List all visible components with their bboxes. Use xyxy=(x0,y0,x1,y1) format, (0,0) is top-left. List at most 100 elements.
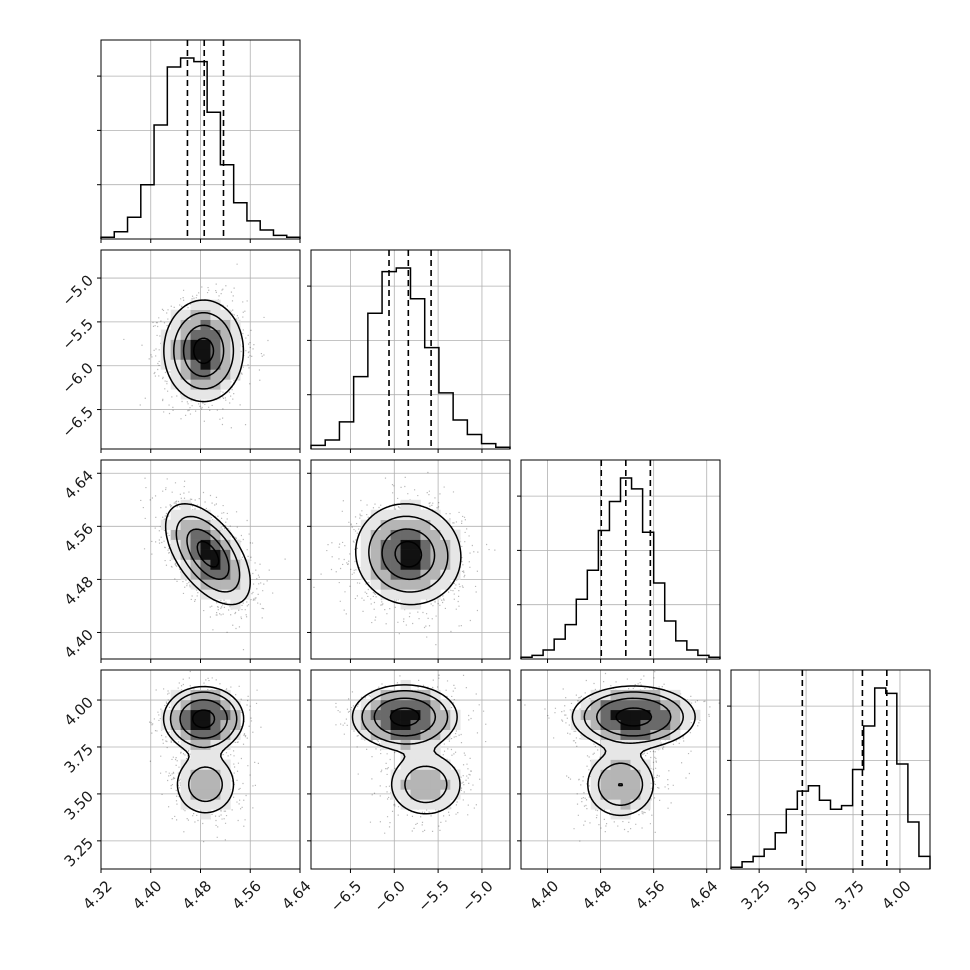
density-panel-r2-c0 xyxy=(97,459,301,663)
density-cell xyxy=(210,759,221,770)
density-cell xyxy=(220,359,231,370)
density-cell xyxy=(180,379,191,390)
x-tick-label: 4.48 xyxy=(179,877,215,913)
density-cell xyxy=(190,379,201,390)
density-cell xyxy=(410,699,421,711)
hist-panel-2 xyxy=(307,249,511,453)
density-cell xyxy=(430,569,441,580)
density-cell xyxy=(390,539,401,550)
density-cell xyxy=(660,699,671,711)
density-cell xyxy=(380,709,391,721)
contour-level-1 xyxy=(196,540,220,568)
density-cell xyxy=(220,589,231,600)
density-cell xyxy=(400,759,411,770)
contour-level-2 xyxy=(596,697,672,787)
density-cell xyxy=(420,709,431,721)
axes-frame xyxy=(520,459,721,660)
density-cell xyxy=(190,799,201,810)
density-cell xyxy=(430,559,441,570)
density-cell xyxy=(210,559,221,570)
x-tick-label: 3.75 xyxy=(831,877,867,913)
density-cell xyxy=(210,699,221,711)
density-cell xyxy=(640,719,651,730)
density-cell xyxy=(440,769,451,780)
density-cell xyxy=(390,529,401,540)
density-cell xyxy=(410,789,421,800)
density-cell xyxy=(620,739,631,750)
density-cell xyxy=(390,689,401,701)
density-cell xyxy=(420,579,431,590)
density-cell xyxy=(410,719,421,730)
x-tick-label: 4.48 xyxy=(579,877,615,913)
density-cell xyxy=(200,519,211,530)
contour-level-2 xyxy=(186,528,230,580)
density-cell xyxy=(450,549,461,560)
density-cell xyxy=(230,369,241,380)
density-cell xyxy=(420,509,431,520)
x-tick-label: −6.0 xyxy=(371,877,409,915)
density-cell xyxy=(420,699,431,711)
density-cell xyxy=(610,699,621,711)
density-cell xyxy=(620,749,631,760)
density-panel-r3-c1 xyxy=(307,669,511,873)
contour-level-3 xyxy=(169,691,238,803)
density-cell xyxy=(200,309,211,320)
density-cell xyxy=(420,559,431,570)
histogram-step xyxy=(520,477,721,659)
density-cell xyxy=(370,509,381,520)
density-cell xyxy=(210,389,221,400)
density-cell xyxy=(440,759,451,770)
density-cell xyxy=(600,759,611,770)
density-cell xyxy=(180,769,191,780)
density-cell xyxy=(650,699,661,711)
contour-level-4 xyxy=(163,299,245,403)
density-cell xyxy=(230,559,241,570)
density-cell xyxy=(600,779,611,790)
density-cell xyxy=(390,779,401,790)
hist-panel-3 xyxy=(517,459,721,663)
density-cell xyxy=(400,779,411,790)
density-cell xyxy=(620,769,631,780)
density-cell xyxy=(390,739,401,750)
density-cell xyxy=(210,529,221,540)
density-cell xyxy=(590,779,601,790)
density-cell xyxy=(410,759,421,770)
density-cell xyxy=(640,699,651,711)
contour-level-3 xyxy=(175,515,241,593)
y-tick-label: 4.48 xyxy=(61,573,97,609)
density-cell xyxy=(220,329,231,340)
density-cell xyxy=(420,519,431,530)
density-cell xyxy=(390,569,401,580)
density-cell xyxy=(200,379,211,390)
density-cell xyxy=(430,749,441,760)
x-tick-label: 4.64 xyxy=(278,877,314,913)
density-cell xyxy=(200,339,211,350)
contour-level-4 xyxy=(351,684,461,815)
density-cell xyxy=(210,309,221,320)
density-cell xyxy=(660,719,671,730)
density-cell xyxy=(230,699,241,711)
density-cell xyxy=(590,709,601,721)
density-cell xyxy=(210,539,221,550)
axes-frame xyxy=(310,249,511,450)
density-cell xyxy=(180,359,191,370)
density-cell xyxy=(230,549,241,560)
density-cell xyxy=(670,729,681,740)
density-panel-r1-c0 xyxy=(97,249,301,453)
density-cell xyxy=(210,319,221,330)
density-cell xyxy=(600,799,611,810)
density-cell xyxy=(360,729,371,740)
density-cell xyxy=(200,729,211,740)
density-cell xyxy=(200,779,211,790)
density-cell xyxy=(220,789,231,800)
density-cell xyxy=(630,729,641,740)
density-cell xyxy=(210,789,221,800)
contour-level-4 xyxy=(571,685,696,817)
histogram-step xyxy=(310,267,511,449)
density-cell xyxy=(640,739,651,750)
density-cell xyxy=(390,699,401,711)
density-cell xyxy=(230,359,241,370)
contour-level-3 xyxy=(173,311,235,390)
density-cell xyxy=(180,329,191,340)
contour-level-2 xyxy=(381,528,436,581)
